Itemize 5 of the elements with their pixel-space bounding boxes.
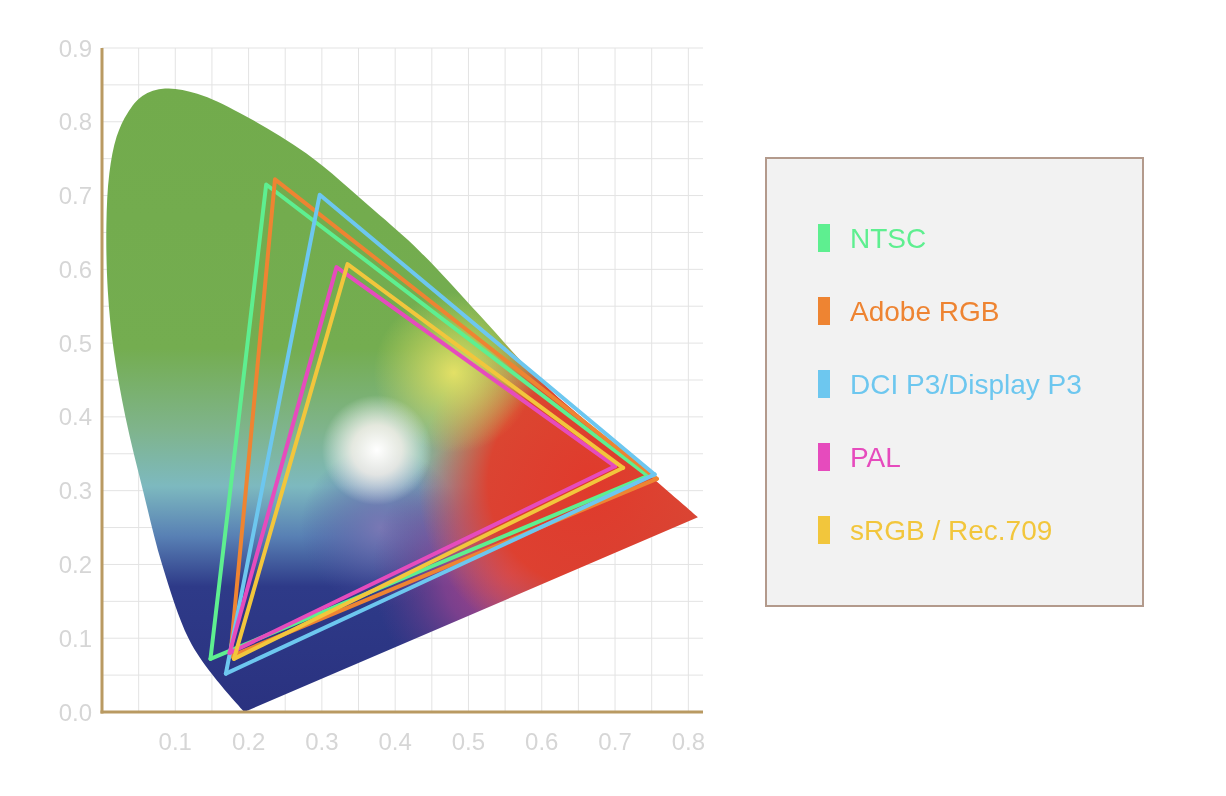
legend-label: sRGB / Rec.709 xyxy=(850,514,1053,546)
legend-label: NTSC xyxy=(850,222,927,254)
legend-label: DCI P3/Display P3 xyxy=(850,368,1082,400)
legend-label: PAL xyxy=(850,441,901,473)
legend-label: Adobe RGB xyxy=(850,295,1000,327)
